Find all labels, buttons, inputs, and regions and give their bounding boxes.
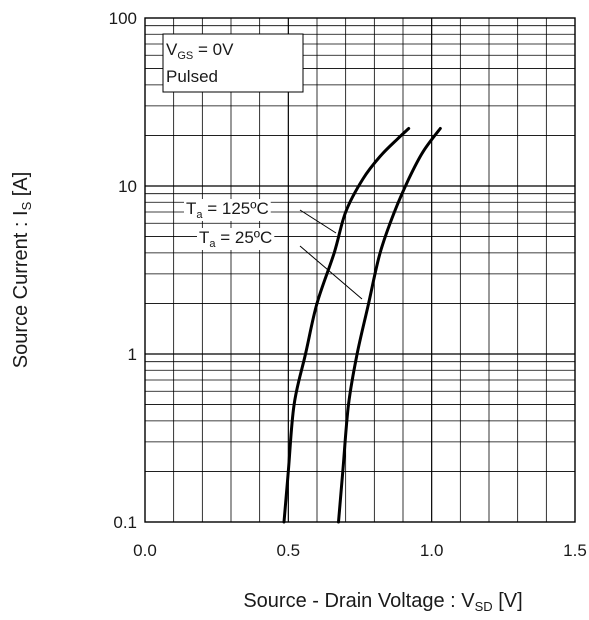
x-tick-labels: 0.0 0.5 1.0 1.5 <box>133 541 587 560</box>
y-axis-label-unit: [A] <box>10 172 32 202</box>
series-label-125c-main: T <box>186 199 196 218</box>
curves <box>282 127 442 524</box>
x-axis-label-unit: [V] <box>493 590 523 612</box>
series-label-25c-bg <box>197 228 275 250</box>
x-tick-label: 0.5 <box>277 541 301 560</box>
condition-vgs-sub: GS <box>177 50 193 62</box>
series-label-25c: Ta = 25ºC <box>199 228 272 250</box>
plot-frame <box>144 17 576 523</box>
condition-box <box>162 33 304 93</box>
y-axis-label-sub: S <box>19 201 34 210</box>
y-axis-label: Source Current : IS [A] <box>10 172 34 369</box>
series-label-125c-sub: a <box>196 209 203 221</box>
y-axis-label-main: Source Current : I <box>10 210 32 368</box>
series-label-125c-bg <box>184 199 271 221</box>
leader-line-125c <box>299 209 337 234</box>
x-axis-label-sub: SD <box>475 599 493 614</box>
x-axis-label: Source - Drain Voltage : VSD [V] <box>243 590 522 614</box>
leader-line-25c <box>299 245 363 300</box>
x-tick-label: 1.5 <box>563 541 587 560</box>
y-tick-label: 1 <box>128 345 137 364</box>
x-axis-label-main: Source - Drain Voltage : V <box>243 590 475 612</box>
y-tick-label: 0.1 <box>113 513 137 532</box>
series-line-125c <box>282 127 411 524</box>
label-leaders <box>299 209 363 300</box>
condition-vgs-main: V <box>166 40 178 59</box>
series-label-125c-rest: = 125ºC <box>203 199 269 218</box>
x-tick-label: 0.0 <box>133 541 157 560</box>
series-label-25c-main: T <box>199 228 209 247</box>
condition-vgs-rest: = 0V <box>193 40 234 59</box>
y-tick-labels: 0.1 1 10 100 <box>109 9 137 532</box>
x-tick-label: 1.0 <box>420 541 444 560</box>
grid <box>145 18 575 522</box>
condition-pulsed: Pulsed <box>166 67 218 86</box>
series-label-125c: Ta = 125ºC <box>186 199 269 221</box>
condition-vgs: VGS = 0V <box>166 40 234 62</box>
series-label-25c-sub: a <box>209 238 216 250</box>
y-tick-label: 100 <box>109 9 137 28</box>
series-line-25c <box>337 127 442 524</box>
series-label-25c-rest: = 25ºC <box>216 228 273 247</box>
y-tick-label: 10 <box>118 177 137 196</box>
